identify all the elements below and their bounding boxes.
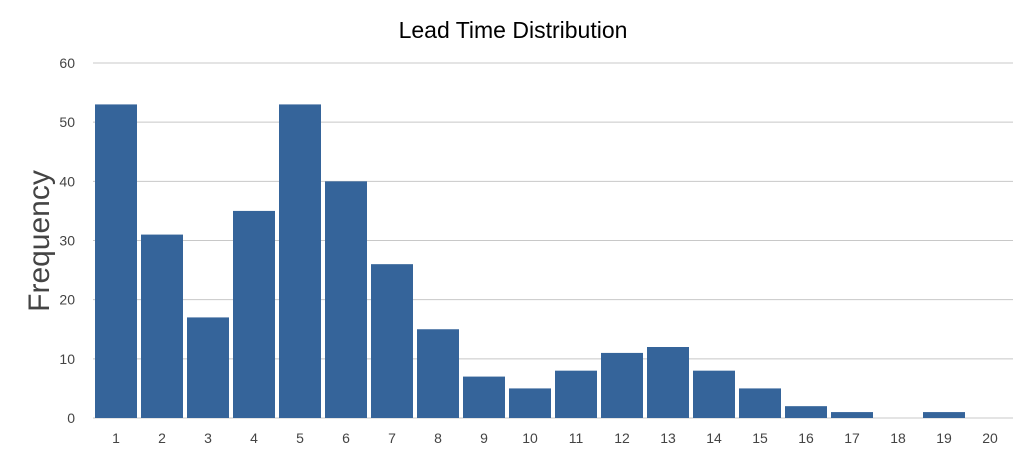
gridlines <box>93 62 1013 419</box>
y-tick-label: 10 <box>59 351 75 367</box>
bar-19 <box>923 412 965 418</box>
x-tick-labels: 1 2 3 4 5 6 7 8 9 10 11 12 13 14 15 16 17 18 19 20 <box>112 430 998 446</box>
y-tick-label: 60 <box>59 55 75 71</box>
bar-15 <box>739 388 781 418</box>
x-tick-label: 9 <box>480 430 488 446</box>
y-tick-label: 30 <box>59 233 75 249</box>
x-tick-label: 12 <box>614 430 630 446</box>
bar-6 <box>325 181 367 418</box>
x-tick-label: 2 <box>158 430 166 446</box>
bar-3 <box>187 317 229 418</box>
bar-5 <box>279 104 321 419</box>
bar-9 <box>463 376 505 418</box>
x-tick-label: 4 <box>250 430 258 446</box>
bar-17 <box>831 412 873 418</box>
bar-2 <box>141 234 183 418</box>
x-tick-label: 19 <box>936 430 952 446</box>
bar-10 <box>509 388 551 418</box>
bar-12 <box>601 352 643 418</box>
x-tick-label: 6 <box>342 430 350 446</box>
y-axis-label: Frequency <box>23 170 56 312</box>
bar-4 <box>233 210 275 418</box>
x-tick-label: 3 <box>204 430 212 446</box>
x-tick-label: 14 <box>706 430 722 446</box>
bar-16 <box>785 406 827 418</box>
bar-7 <box>371 264 413 418</box>
bars <box>95 104 965 419</box>
x-tick-label: 20 <box>982 430 998 446</box>
bar-14 <box>693 370 735 418</box>
bar-13 <box>647 347 689 418</box>
x-tick-label: 17 <box>844 430 860 446</box>
bar-11 <box>555 370 597 418</box>
x-tick-label: 16 <box>798 430 814 446</box>
bar-8 <box>417 329 459 418</box>
y-tick-label: 50 <box>59 114 75 130</box>
x-tick-label: 5 <box>296 430 304 446</box>
x-tick-label: 15 <box>752 430 768 446</box>
x-tick-label: 1 <box>112 430 120 446</box>
y-tick-label: 40 <box>59 173 75 189</box>
x-tick-label: 10 <box>522 430 538 446</box>
y-tick-label: 20 <box>59 292 75 308</box>
y-tick-labels: 0 10 20 30 40 50 60 <box>59 55 75 426</box>
x-tick-label: 13 <box>660 430 676 446</box>
chart-title: Lead Time Distribution <box>399 17 628 43</box>
x-tick-label: 8 <box>434 430 442 446</box>
x-tick-label: 18 <box>890 430 906 446</box>
x-tick-label: 11 <box>569 430 584 446</box>
bar-1 <box>95 104 137 419</box>
x-tick-label: 7 <box>388 430 396 446</box>
y-tick-label: 0 <box>67 410 75 426</box>
